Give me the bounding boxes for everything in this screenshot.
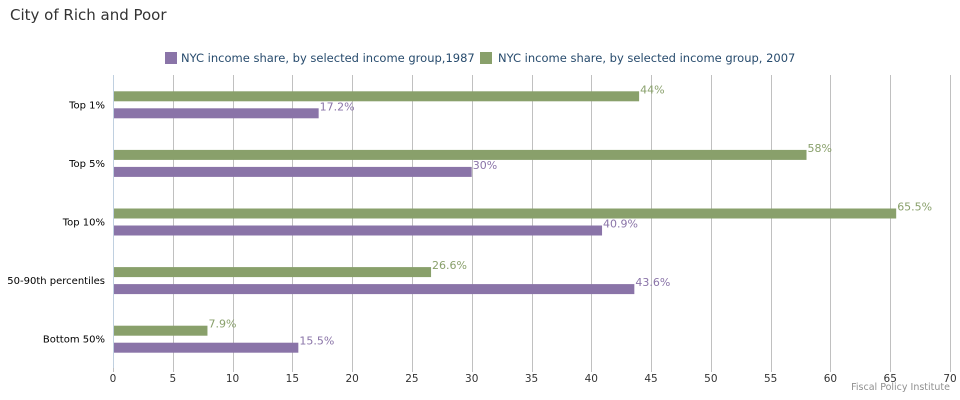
bar-2007-top-10[interactable] bbox=[114, 208, 897, 219]
category-label-top-10: Top 10% bbox=[62, 218, 105, 229]
x-tick-label-35: 35 bbox=[525, 373, 538, 385]
bar-2007-top-1[interactable] bbox=[114, 91, 640, 102]
category-label-top-5: Top 5% bbox=[68, 159, 105, 170]
data-label-2007-50-90th-percentiles: 26.6% bbox=[432, 259, 467, 272]
bar-2007-bottom-50[interactable] bbox=[114, 325, 208, 336]
x-tick-label-50: 50 bbox=[704, 373, 717, 385]
x-tick-label-40: 40 bbox=[585, 373, 598, 385]
bar-2007-50-90th-percentiles[interactable] bbox=[114, 267, 432, 278]
x-tick-label-5: 5 bbox=[169, 373, 176, 385]
legend-item-2007[interactable]: NYC income share, by selected income gro… bbox=[480, 51, 795, 65]
x-tick-label-70: 70 bbox=[943, 373, 956, 385]
x-tick-label-45: 45 bbox=[644, 373, 657, 385]
data-label-1987-50-90th-percentiles: 43.6% bbox=[635, 276, 670, 289]
x-axis-tick-labels: 0 5 10 15 20 25 30 35 40 45 50 55 60 65 70 bbox=[110, 373, 957, 385]
legend-item-1987[interactable]: NYC income share, by selected income gro… bbox=[165, 51, 475, 65]
data-label-1987-top-10: 40.9% bbox=[603, 218, 638, 231]
bar-1987-bottom-50[interactable] bbox=[114, 342, 299, 353]
category-label-50-90th-percentiles: 50-90th percentiles bbox=[7, 276, 105, 287]
data-label-1987-top-1: 17.2% bbox=[320, 100, 355, 113]
legend-swatch-1987 bbox=[165, 52, 177, 64]
bar-1987-top-1[interactable] bbox=[114, 108, 319, 119]
chart-title: City of Rich and Poor bbox=[10, 6, 167, 24]
credits[interactable]: Fiscal Policy Institute bbox=[851, 382, 950, 393]
x-tick-label-25: 25 bbox=[405, 373, 418, 385]
x-tick-label-0: 0 bbox=[110, 373, 117, 385]
data-label-2007-top-10: 65.5% bbox=[897, 201, 932, 214]
legend-label-2007: NYC income share, by selected income gro… bbox=[498, 51, 795, 65]
category-labels: Top 1% Top 5% Top 10% 50-90th percentiles Bo… bbox=[7, 100, 105, 345]
x-tick-label-20: 20 bbox=[345, 373, 358, 385]
bar-1987-top-10[interactable] bbox=[114, 225, 603, 236]
data-label-2007-top-5: 58% bbox=[808, 142, 832, 155]
legend: NYC income share, by selected income gro… bbox=[165, 51, 795, 65]
x-tick-label-60: 60 bbox=[824, 373, 837, 385]
data-label-2007-top-1: 44% bbox=[640, 83, 664, 96]
x-tick-label-55: 55 bbox=[764, 373, 777, 385]
legend-swatch-2007 bbox=[480, 52, 492, 64]
legend-label-1987: NYC income share, by selected income gro… bbox=[181, 51, 475, 65]
bar-1987-top-5[interactable] bbox=[114, 166, 472, 177]
x-tick-label-65: 65 bbox=[884, 373, 897, 385]
x-tick-label-10: 10 bbox=[226, 373, 239, 385]
bar-2007-top-5[interactable] bbox=[114, 149, 807, 160]
bars: 44% 17.2% 58% 30% 65.5% 40.9% 26.6% 43.6% 7.9% 15… bbox=[114, 83, 932, 353]
x-tick-label-15: 15 bbox=[286, 373, 299, 385]
data-label-1987-top-5: 30% bbox=[473, 159, 497, 172]
category-label-top-1: Top 1% bbox=[68, 100, 105, 111]
grid-lines bbox=[113, 75, 951, 372]
data-label-2007-bottom-50: 7.9% bbox=[208, 318, 236, 331]
bar-1987-50-90th-percentiles[interactable] bbox=[114, 284, 635, 295]
x-tick-label-30: 30 bbox=[465, 373, 478, 385]
data-label-1987-bottom-50: 15.5% bbox=[299, 335, 334, 348]
category-label-bottom-50: Bottom 50% bbox=[43, 335, 105, 346]
